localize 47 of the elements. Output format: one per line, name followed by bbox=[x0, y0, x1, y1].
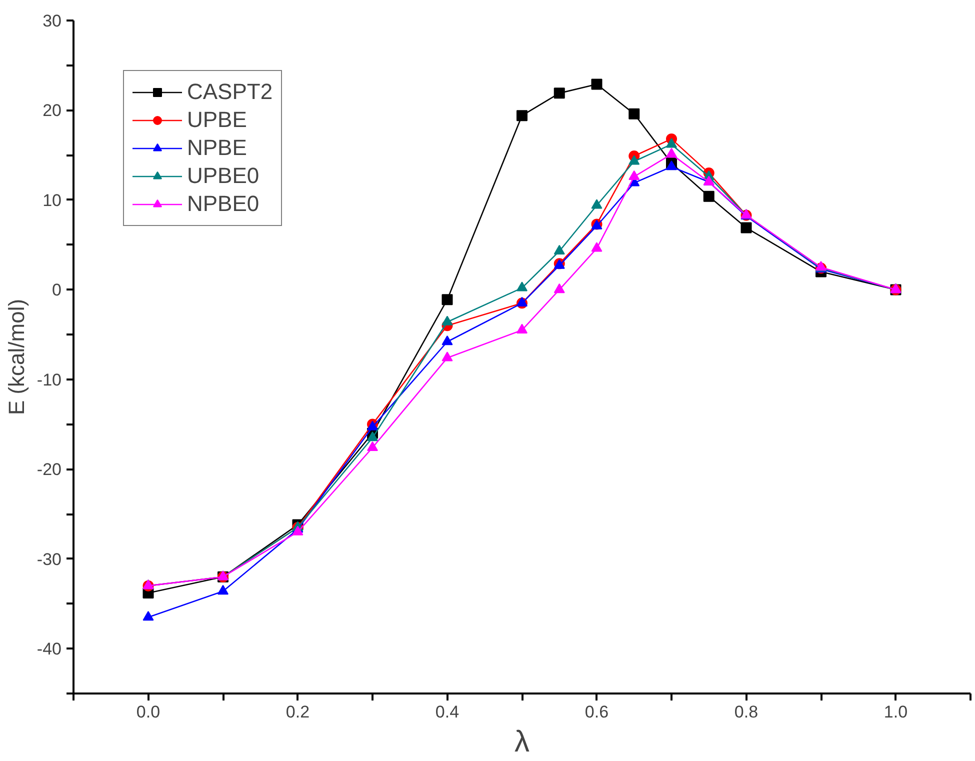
point bbox=[591, 78, 602, 90]
legend-label: NPBE bbox=[187, 135, 247, 161]
point bbox=[591, 199, 602, 209]
point bbox=[628, 108, 640, 120]
point bbox=[703, 190, 714, 202]
y-axis-title: E (kcal/mol) bbox=[4, 298, 29, 416]
x-axis-title: λ bbox=[514, 726, 530, 758]
y-tick-label: -40 bbox=[36, 640, 62, 659]
y-tick-label: -20 bbox=[36, 460, 62, 480]
x-tick-label: 0.8 bbox=[734, 702, 758, 722]
point bbox=[367, 431, 378, 442]
x-tick-label: 0.4 bbox=[435, 702, 460, 722]
point bbox=[554, 88, 565, 99]
point bbox=[666, 138, 677, 148]
x-tick-label: 0.0 bbox=[136, 702, 160, 722]
point bbox=[666, 160, 677, 170]
y-tick-label: 20 bbox=[42, 101, 62, 120]
legend-label: CASPT2 bbox=[187, 79, 273, 105]
point bbox=[591, 242, 602, 252]
point bbox=[142, 610, 154, 621]
point bbox=[628, 170, 640, 180]
point bbox=[554, 244, 565, 254]
y-tick-label: -30 bbox=[36, 550, 62, 569]
legend-label: NPBE0 bbox=[187, 191, 260, 217]
point bbox=[740, 222, 752, 234]
legend-label: UPBE0 bbox=[187, 163, 260, 189]
y-tick-label: -10 bbox=[36, 370, 62, 390]
y-tick-label: 0 bbox=[52, 280, 62, 300]
point bbox=[442, 316, 453, 326]
legend-label: UPBE bbox=[187, 107, 247, 133]
point bbox=[628, 155, 640, 165]
y-tick-label: 10 bbox=[42, 190, 62, 210]
point bbox=[516, 324, 528, 334]
point bbox=[516, 282, 528, 292]
point bbox=[666, 148, 677, 158]
x-tick-label: 0.2 bbox=[286, 702, 310, 722]
point bbox=[516, 110, 528, 122]
point bbox=[442, 335, 453, 346]
point bbox=[367, 441, 378, 452]
point bbox=[292, 526, 304, 536]
x-tick-label: 1.0 bbox=[884, 702, 908, 722]
point bbox=[554, 283, 565, 294]
x-tick-label: 0.6 bbox=[584, 702, 609, 722]
point bbox=[218, 584, 228, 595]
y-tick-label: 30 bbox=[42, 12, 62, 30]
point bbox=[442, 294, 453, 306]
point bbox=[442, 352, 453, 362]
